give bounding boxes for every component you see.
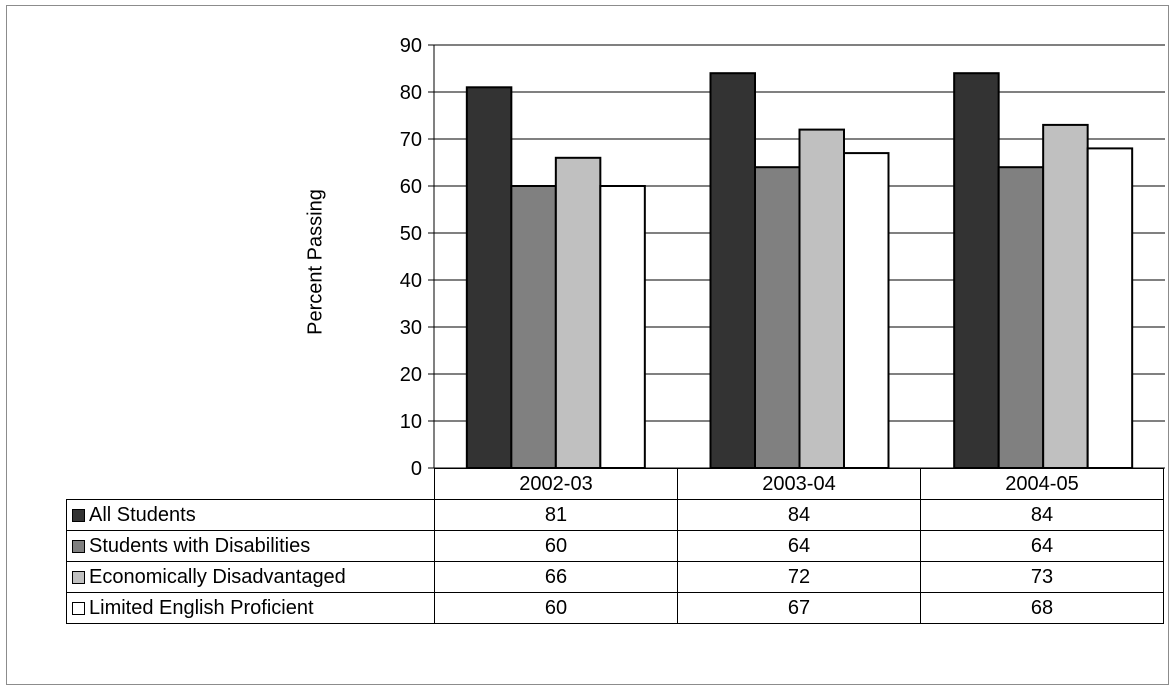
table-header-cell: 2002-03 [434, 468, 678, 500]
table-cell: 64 [677, 530, 921, 562]
table-cell: 60 [434, 530, 678, 562]
legend-entry: All Students [66, 499, 435, 531]
y-axis-label: Percent Passing [304, 189, 327, 335]
table-cell: 66 [434, 561, 678, 593]
data-table: 2002-03 2003-04 2004-05 All Students 81 … [66, 468, 1164, 624]
table-cell: 81 [434, 499, 678, 531]
table-cell: 73 [920, 561, 1164, 593]
y-tick-label: 30 [400, 317, 422, 339]
table-header-row: 2002-03 2003-04 2004-05 [66, 468, 1164, 500]
table-cell: 68 [920, 592, 1164, 624]
legend-entry: Students with Disabilities [66, 530, 435, 562]
table-row: Economically Disadvantaged 66 72 73 [66, 561, 1164, 593]
table-corner [66, 468, 435, 500]
y-tick-label: 50 [400, 223, 422, 245]
table-cell: 84 [677, 499, 921, 531]
bar [465, 86, 513, 470]
y-tick-label: 40 [400, 270, 422, 292]
bar [997, 166, 1045, 469]
table-header-cell: 2004-05 [920, 468, 1164, 500]
table-cell: 84 [920, 499, 1164, 531]
legend-entry: Economically Disadvantaged [66, 561, 435, 593]
table-cell: 60 [434, 592, 678, 624]
legend-label: Students with Disabilities [89, 534, 311, 557]
legend-swatch [72, 570, 85, 584]
bar [1042, 123, 1089, 470]
bar [798, 128, 845, 469]
bar [554, 156, 602, 470]
bar [599, 185, 646, 469]
bar [843, 152, 890, 469]
legend-swatch [72, 539, 85, 553]
table-cell: 67 [677, 592, 921, 624]
bar [754, 166, 801, 469]
legend-label: Limited English Proficient [89, 596, 314, 619]
y-tick-label: 20 [400, 364, 422, 386]
y-tick-label: 10 [400, 411, 422, 433]
table-header-cell: 2003-04 [677, 468, 921, 500]
table-cell: 64 [920, 530, 1164, 562]
y-tick-label: 70 [400, 129, 422, 151]
y-tick-label: 90 [400, 35, 422, 57]
bar [1086, 147, 1134, 469]
table-row: Limited English Proficient 60 67 68 [66, 592, 1164, 624]
legend-entry: Limited English Proficient [66, 592, 435, 624]
legend-swatch [72, 601, 85, 615]
bar [953, 72, 1000, 469]
y-tick-label: 60 [400, 176, 422, 198]
table-row: All Students 81 84 84 [66, 499, 1164, 531]
legend-label: All Students [89, 503, 196, 526]
bar [510, 185, 557, 469]
bar [709, 72, 756, 469]
y-tick-label: 80 [400, 82, 422, 104]
legend-label: Economically Disadvantaged [89, 565, 346, 588]
table-cell: 72 [677, 561, 921, 593]
legend-swatch [72, 508, 85, 522]
table-row: Students with Disabilities 60 64 64 [66, 530, 1164, 562]
